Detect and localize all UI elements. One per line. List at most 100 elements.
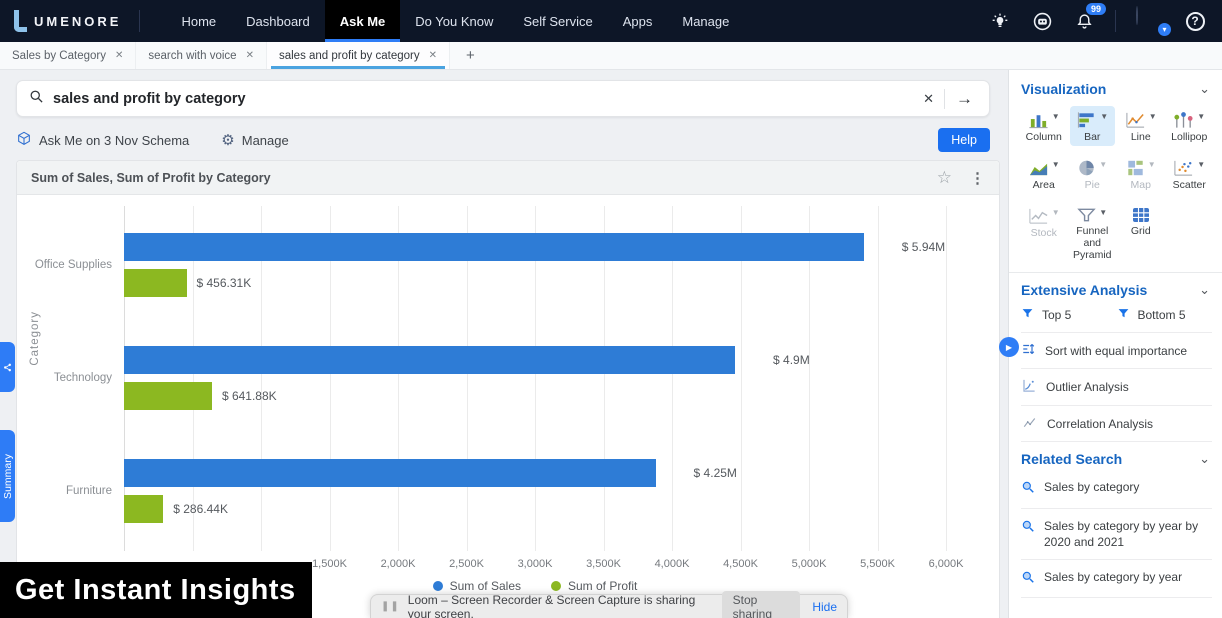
tab-close-icon[interactable]: ✕ bbox=[428, 50, 437, 61]
tab-2[interactable]: search with voice ✕ bbox=[136, 42, 267, 69]
viz-type-pie[interactable]: ▼ Pie bbox=[1070, 154, 1116, 194]
x-axis-tick: 1,500K bbox=[312, 558, 347, 570]
profit-bar-office-supplies[interactable] bbox=[124, 269, 187, 297]
sales-bar-office-supplies[interactable] bbox=[124, 233, 864, 261]
assistant-bot-icon[interactable] bbox=[1031, 10, 1053, 32]
help-icon[interactable]: ? bbox=[1184, 10, 1206, 32]
viz-type-funnel-pyramid[interactable]: ▼ Funnel and Pyramid bbox=[1070, 202, 1116, 264]
y-axis-title: Category bbox=[29, 311, 41, 366]
viz-type-scatter[interactable]: ▼ Scatter bbox=[1167, 154, 1213, 194]
dropdown-caret-icon[interactable]: ▼ bbox=[1148, 112, 1157, 121]
top-navbar: UMENORE Home Dashboard Ask Me Do You Know Se… bbox=[0, 0, 1222, 42]
dropdown-caret-icon[interactable]: ▼ bbox=[1197, 112, 1206, 121]
gridline bbox=[740, 206, 742, 551]
gridline bbox=[877, 206, 879, 551]
nav-item-dashboard[interactable]: Dashboard bbox=[246, 13, 310, 29]
dropdown-caret-icon[interactable]: ▼ bbox=[1147, 160, 1156, 170]
nav-item-manage[interactable]: Manage bbox=[682, 13, 730, 29]
tab-1[interactable]: Sales by Category ✕ bbox=[0, 42, 137, 69]
analysis-item-sort[interactable]: Sort with equal importance bbox=[1021, 333, 1212, 370]
collapse-chevron-icon[interactable]: ⌄ bbox=[1199, 282, 1210, 298]
sales-bar-furniture[interactable] bbox=[124, 459, 656, 487]
hide-button[interactable]: Hide bbox=[812, 599, 837, 614]
legend-item-sum-of-sales[interactable]: Sum of Sales bbox=[432, 579, 521, 593]
sales-value-label: $ 4.25M bbox=[693, 466, 737, 480]
collapse-chevron-icon[interactable]: ⌄ bbox=[1199, 451, 1210, 467]
new-tab-button[interactable]: + bbox=[466, 47, 475, 64]
nav-item-do-you-know[interactable]: Do You Know bbox=[415, 13, 494, 29]
dropdown-caret-icon[interactable]: ▼ bbox=[1099, 160, 1108, 170]
related-search-item[interactable]: Sales by category by year bbox=[1021, 560, 1212, 599]
gridline bbox=[535, 206, 536, 551]
viz-type-label: Area bbox=[1032, 179, 1055, 192]
navbar-actions: 99 ▾ ? bbox=[989, 3, 1222, 36]
search-input[interactable] bbox=[53, 90, 914, 107]
dropdown-caret-icon[interactable]: ▼ bbox=[1051, 208, 1060, 218]
related-search-item[interactable]: Sales by category by year by 2020 and 20… bbox=[1021, 509, 1212, 560]
viz-type-line[interactable]: ▼ Line bbox=[1118, 106, 1164, 146]
nav-item-ask-me[interactable]: Ask Me bbox=[324, 0, 401, 42]
dropdown-caret-icon[interactable]: ▼ bbox=[1051, 160, 1060, 170]
help-button[interactable]: Help bbox=[938, 128, 990, 152]
visualization-section-header: Visualization ⌄ bbox=[1021, 81, 1210, 97]
nav-item-self-service[interactable]: Self Service bbox=[523, 13, 593, 29]
sidebar-expand-toggle[interactable]: ▶ bbox=[999, 337, 1019, 357]
dropdown-caret-icon[interactable]: ▼ bbox=[1100, 112, 1109, 121]
analysis-item-outlier[interactable]: Outlier Analysis bbox=[1021, 369, 1212, 407]
sales-bar-technology[interactable] bbox=[124, 346, 736, 374]
manage-button[interactable]: ⚙ Manage bbox=[221, 132, 289, 149]
more-options-kebab-icon[interactable]: ⋮ bbox=[970, 169, 985, 187]
loom-pause-icon: ❚❚ bbox=[381, 601, 400, 612]
x-axis-tick: 4,000K bbox=[654, 558, 690, 570]
nav-item-apps[interactable]: Apps bbox=[622, 13, 653, 29]
gridline bbox=[398, 206, 399, 551]
stop-sharing-button[interactable]: Stop sharing bbox=[721, 590, 801, 618]
viz-type-label: Line bbox=[1130, 131, 1151, 143]
legend-item-sum-of-profit[interactable]: Sum of Profit bbox=[551, 579, 637, 593]
lumenore-logo[interactable]: UMENORE bbox=[0, 10, 139, 32]
profit-bar-technology[interactable] bbox=[124, 382, 212, 410]
document-tabbar: Sales by Category ✕ search with voice ✕ sale… bbox=[0, 42, 1222, 70]
tab-3[interactable]: sales and profit by category ✕ bbox=[266, 42, 450, 69]
collapse-chevron-icon[interactable]: ⌄ bbox=[1199, 81, 1210, 96]
dropdown-caret-icon[interactable]: ▼ bbox=[1099, 208, 1108, 218]
viz-type-lollipop[interactable]: ▼ Lollipop bbox=[1167, 106, 1213, 146]
legend-label: Sum of Sales bbox=[449, 579, 521, 593]
tab-label: sales and profit by category bbox=[278, 49, 420, 62]
pie-chart-icon: ▼ bbox=[1077, 159, 1107, 177]
viz-type-label: Grid bbox=[1130, 225, 1151, 238]
profit-bar-furniture[interactable] bbox=[124, 495, 164, 523]
dropdown-caret-icon[interactable]: ▼ bbox=[1197, 160, 1206, 170]
dropdown-caret-icon[interactable]: ▼ bbox=[1051, 112, 1060, 121]
viz-type-stock[interactable]: ▼ Stock bbox=[1021, 202, 1067, 264]
user-avatar[interactable]: ▾ bbox=[1136, 6, 1171, 36]
notifications-bell-icon[interactable]: 99 bbox=[1073, 3, 1106, 32]
idea-bulb-icon[interactable] bbox=[989, 10, 1011, 32]
summary-tab[interactable]: Summary bbox=[0, 430, 15, 522]
viz-type-label: Lollipop bbox=[1171, 131, 1208, 143]
viz-type-map[interactable]: ▼ Map bbox=[1118, 154, 1164, 194]
viz-type-grid[interactable]: Grid bbox=[1118, 202, 1164, 264]
stock-chart-icon: ▼ bbox=[1028, 207, 1060, 225]
top-5-filter[interactable]: Top 5 bbox=[1021, 307, 1117, 323]
tab-close-icon[interactable]: ✕ bbox=[245, 50, 254, 61]
favorite-star-icon[interactable]: ☆ bbox=[936, 167, 952, 187]
related-search-section-header: Related Search ⌄ bbox=[1021, 451, 1210, 468]
sales-value-label: $ 5.94M bbox=[901, 240, 946, 254]
share-tab[interactable] bbox=[0, 342, 15, 392]
bar-chart-icon: ▼ bbox=[1076, 111, 1108, 129]
schema-selector[interactable]: Ask Me on 3 Nov Schema bbox=[16, 131, 189, 150]
tab-close-icon[interactable]: ✕ bbox=[114, 50, 124, 61]
clear-search-icon[interactable]: ✕ bbox=[923, 90, 934, 106]
submit-search-icon[interactable]: → bbox=[956, 88, 973, 108]
main-area: ✕ → Ask Me on 3 Nov Schema ⚙ Manage Help… bbox=[0, 70, 1008, 618]
viz-type-column[interactable]: ▼ Column bbox=[1021, 106, 1067, 146]
viz-type-bar[interactable]: ▼ Bar bbox=[1069, 106, 1115, 147]
viz-type-area[interactable]: ▼ Area bbox=[1021, 154, 1067, 194]
related-search-item[interactable]: Sales by category bbox=[1021, 470, 1212, 509]
related-search-label: Sales by category by year by 2020 and 20… bbox=[1044, 518, 1199, 549]
bottom-5-filter[interactable]: Bottom 5 bbox=[1117, 307, 1213, 323]
nav-item-home[interactable]: Home bbox=[181, 13, 217, 29]
analysis-item-correlation[interactable]: Correlation Analysis bbox=[1021, 406, 1212, 443]
category-label: Furniture bbox=[65, 485, 112, 497]
